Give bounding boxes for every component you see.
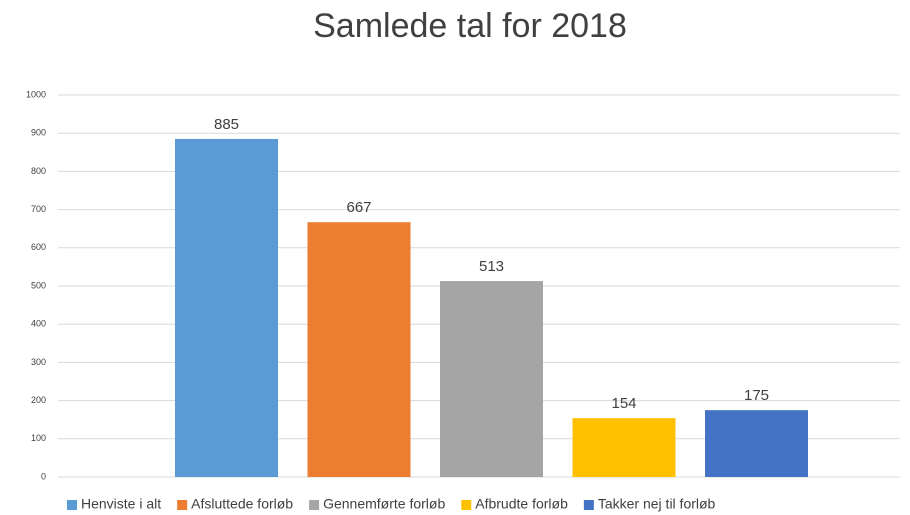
legend-swatch: [177, 500, 188, 510]
legend-label: Gennemførte forløb: [323, 496, 445, 512]
legend-swatch: [583, 500, 594, 510]
legend-swatch: [309, 500, 320, 510]
y-tick-label: 100: [31, 433, 46, 443]
y-tick-label: 500: [31, 280, 46, 290]
bar: [175, 138, 278, 477]
bar: [307, 222, 411, 477]
y-tick-label: 0: [41, 471, 46, 481]
bar: [440, 281, 543, 477]
legend-label: Afbrudte forløb: [475, 496, 568, 512]
data-label: 513: [479, 258, 504, 275]
bar: [705, 410, 808, 477]
y-tick-label: 200: [31, 395, 46, 405]
chart-title: Samlede tal for 2018: [313, 7, 627, 45]
legend-swatch: [67, 500, 77, 510]
legend-label: Henviste i alt: [81, 496, 161, 512]
data-label: 885: [214, 116, 239, 133]
y-tick-label: 600: [31, 242, 46, 252]
y-tick-label: 300: [31, 357, 46, 367]
y-tick-label: 700: [31, 204, 46, 214]
y-tick-label: 900: [31, 128, 46, 138]
legend-swatch: [461, 500, 472, 510]
y-tick-label: 800: [31, 166, 46, 176]
legend-label: Afsluttede forløb: [191, 496, 293, 512]
data-label: 667: [346, 199, 371, 216]
legend-label: Takker nej til forløb: [598, 496, 716, 512]
y-tick-label: 1000: [26, 89, 46, 99]
y-tick-label: 400: [31, 319, 46, 329]
data-label: 175: [744, 387, 769, 404]
bar: [572, 418, 676, 477]
data-label: 154: [611, 395, 636, 412]
